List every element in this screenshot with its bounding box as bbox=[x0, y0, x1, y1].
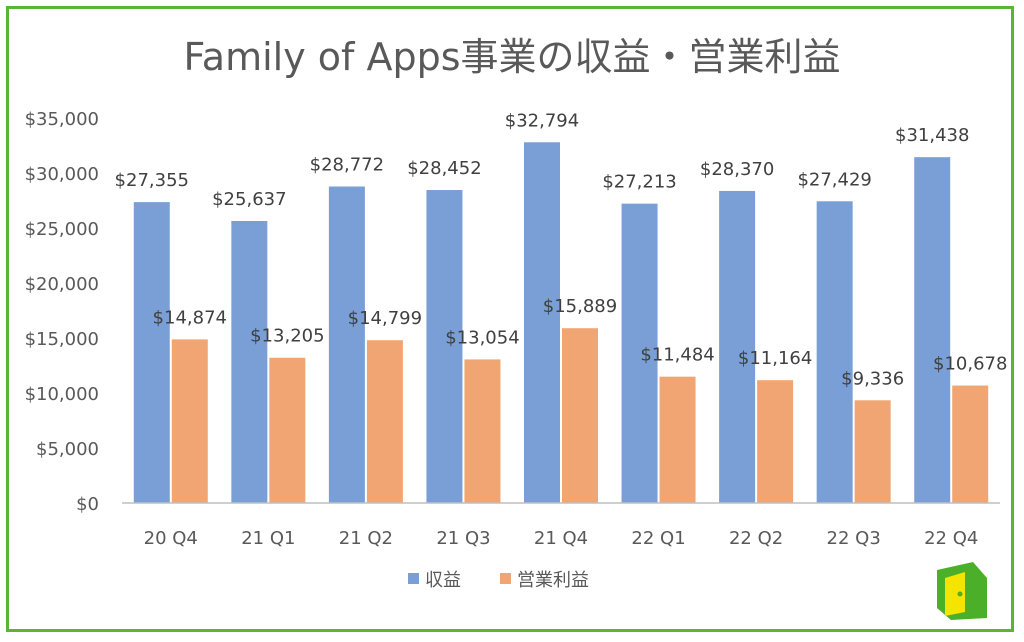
y-tick-label: $15,000 bbox=[25, 329, 99, 350]
revenue-bar bbox=[231, 220, 268, 504]
x-tick-label: 20 Q4 bbox=[144, 528, 198, 549]
legend-label-operating-income: 営業利益 bbox=[517, 570, 589, 591]
x-tick-label: 22 Q2 bbox=[729, 528, 783, 549]
revenue-bar bbox=[719, 190, 756, 503]
operating-income-data-label: $11,164 bbox=[738, 348, 812, 369]
revenue-bar bbox=[914, 157, 951, 503]
y-tick-label: $10,000 bbox=[25, 384, 99, 405]
data-labels: $27,355 $14,874 $25,637 $13,205 $28,772 $14,7… bbox=[115, 110, 1008, 389]
operating-income-data-label: $9,336 bbox=[841, 368, 904, 389]
operating-income-data-label: $11,484 bbox=[640, 345, 714, 366]
revenue-data-label: $27,213 bbox=[602, 172, 676, 193]
legend-swatch-revenue bbox=[408, 573, 419, 584]
operating-income-data-label: $13,205 bbox=[250, 326, 324, 347]
revenue-bar bbox=[524, 142, 560, 504]
operating-income-bar bbox=[171, 339, 208, 503]
revenue-data-label: $27,429 bbox=[797, 169, 871, 190]
revenue-data-label: $28,370 bbox=[700, 159, 774, 180]
operating-income-bar bbox=[366, 340, 403, 503]
x-tick-label: 21 Q4 bbox=[534, 528, 588, 549]
x-tick-label: 21 Q1 bbox=[241, 528, 295, 549]
y-tick-label: $35,000 bbox=[25, 109, 99, 130]
y-tick-label: $5,000 bbox=[36, 439, 99, 460]
x-tick-label: 22 Q3 bbox=[827, 528, 881, 549]
bars bbox=[133, 142, 989, 504]
y-tick-label: $30,000 bbox=[25, 164, 99, 185]
legend: 収益 営業利益 bbox=[408, 570, 589, 591]
x-axis-ticks: 20 Q4 21 Q1 21 Q2 21 Q3 21 Q4 22 Q1 22 Q2 22 Q3… bbox=[144, 528, 979, 549]
revenue-data-label: $32,794 bbox=[505, 110, 579, 131]
x-tick-label: 22 Q1 bbox=[631, 528, 685, 549]
operating-income-bar bbox=[854, 400, 891, 503]
operating-income-bar bbox=[757, 380, 794, 503]
operating-income-data-label: $13,054 bbox=[445, 327, 519, 348]
operating-income-data-label: $14,874 bbox=[153, 307, 227, 328]
x-tick-label: 22 Q4 bbox=[924, 528, 978, 549]
operating-income-bar bbox=[952, 385, 989, 503]
y-tick-label: $20,000 bbox=[25, 274, 99, 295]
revenue-data-label: $28,772 bbox=[310, 155, 384, 176]
revenue-bar bbox=[426, 190, 463, 503]
x-tick-label: 21 Q3 bbox=[436, 528, 490, 549]
y-axis-ticks: $0 $5,000 $10,000 $15,000 $20,000 $25,000 $30,… bbox=[25, 109, 99, 515]
operating-income-bar bbox=[659, 376, 696, 503]
legend-label-revenue: 収益 bbox=[425, 570, 461, 591]
revenue-data-label: $28,452 bbox=[407, 158, 481, 179]
operating-income-bar bbox=[562, 328, 598, 503]
revenue-bar bbox=[328, 186, 365, 503]
revenue-data-label: $27,355 bbox=[115, 170, 189, 191]
y-tick-label: $0 bbox=[76, 494, 99, 515]
operating-income-bar bbox=[269, 357, 306, 503]
y-tick-label: $25,000 bbox=[25, 219, 99, 240]
revenue-bar bbox=[133, 202, 170, 503]
door-icon bbox=[937, 562, 987, 620]
operating-income-data-label: $14,799 bbox=[348, 308, 422, 329]
revenue-data-label: $25,637 bbox=[212, 189, 286, 210]
revenue-data-label: $31,438 bbox=[895, 125, 969, 146]
revenue-bar bbox=[621, 203, 658, 504]
operating-income-data-label: $15,889 bbox=[543, 296, 617, 317]
revenue-bar bbox=[816, 201, 853, 503]
legend-swatch-operating-income bbox=[500, 573, 511, 584]
operating-income-data-label: $10,678 bbox=[933, 354, 1007, 375]
x-tick-label: 21 Q2 bbox=[339, 528, 393, 549]
chart-title: Family of Apps事業の収益・営業利益 bbox=[183, 35, 840, 79]
operating-income-bar bbox=[464, 359, 501, 503]
